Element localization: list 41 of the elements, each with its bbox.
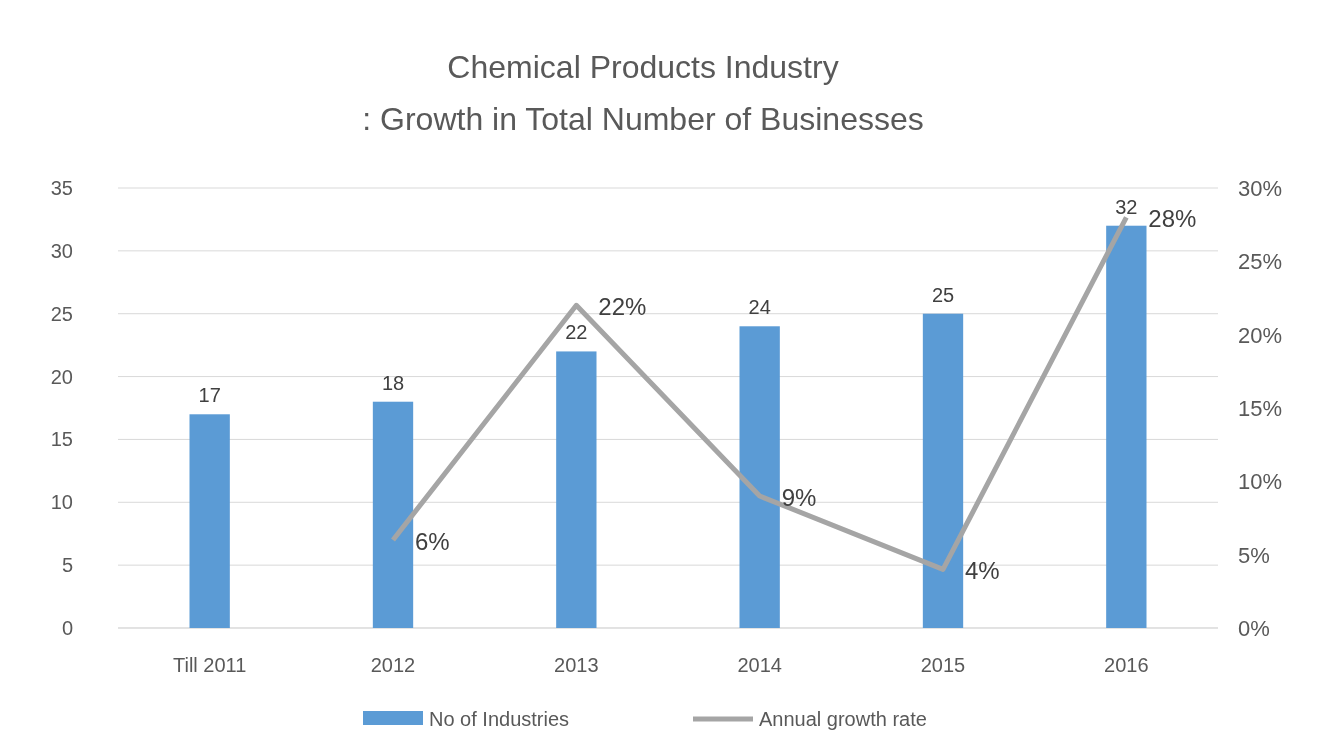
bar (922, 313, 964, 628)
x-tick-label: 2016 (1104, 654, 1149, 676)
x-tick-label: 2012 (370, 654, 416, 676)
legend-label: No of Industries (429, 708, 570, 730)
y2-tick-label: 0% (1238, 616, 1270, 641)
data-label: 25 (931, 283, 955, 306)
data-label: 17 (198, 384, 221, 407)
x-tick-label: 2014 (737, 654, 782, 676)
y2-tick-label: 20% (1238, 322, 1283, 348)
x-tick-label: Till 2011 (172, 654, 247, 676)
y2-tick-label: 15% (1238, 396, 1283, 421)
bar (189, 414, 230, 628)
y-tick-label: 10 (50, 491, 73, 514)
y-tick-label: 5 (61, 554, 73, 577)
bar (372, 401, 414, 628)
data-label: 4% (965, 557, 1000, 585)
chart-title: Chemical Products Industry : Growth in Total Number of Businesses (362, 49, 924, 137)
y-tick-label: 20 (50, 365, 73, 388)
y2-tick-label: 5% (1238, 542, 1270, 568)
bar (556, 351, 597, 628)
data-label: 6% (415, 528, 450, 555)
y2-tick-label: 25% (1238, 249, 1283, 275)
y-tick-label: 25 (50, 302, 73, 325)
y-tick-label: 15 (50, 428, 73, 451)
legend-label: Annual growth rate (759, 708, 927, 730)
bar (739, 326, 780, 628)
data-label: 22% (598, 293, 647, 321)
y2-tick-label: 30% (1238, 176, 1283, 201)
data-label: 9% (781, 484, 817, 511)
bar (1106, 225, 1147, 628)
data-label: 22 (565, 321, 588, 344)
y2-tick-label: 10% (1238, 469, 1283, 495)
data-label: 24 (748, 296, 771, 319)
data-label: 28% (1148, 205, 1197, 233)
y-tick-label: 35 (50, 177, 73, 199)
y-tick-label: 30 (50, 239, 73, 262)
y-tick-label: 0 (61, 617, 73, 639)
data-label: 18 (381, 371, 405, 394)
x-tick-label: 2013 (554, 654, 599, 676)
x-tick-label: 2015 (920, 654, 966, 676)
data-label: 32 (1115, 195, 1138, 218)
